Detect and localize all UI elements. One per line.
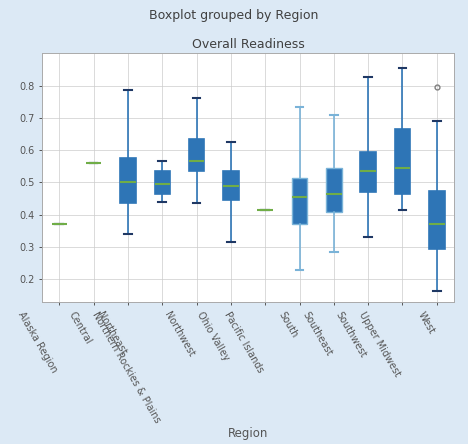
PathPatch shape	[189, 139, 204, 171]
PathPatch shape	[395, 129, 410, 194]
PathPatch shape	[429, 190, 445, 249]
PathPatch shape	[360, 152, 376, 192]
PathPatch shape	[292, 178, 307, 224]
PathPatch shape	[154, 171, 170, 194]
X-axis label: Region: Region	[228, 427, 268, 440]
PathPatch shape	[326, 168, 342, 211]
Title: Overall Readiness: Overall Readiness	[192, 38, 304, 51]
Text: Boxplot grouped by Region: Boxplot grouped by Region	[149, 9, 319, 22]
PathPatch shape	[120, 158, 136, 203]
PathPatch shape	[223, 171, 239, 200]
